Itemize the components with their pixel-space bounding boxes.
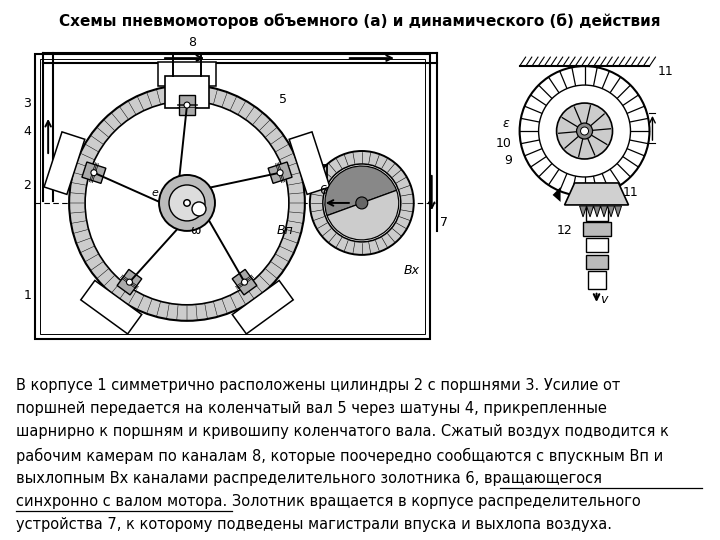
Polygon shape (614, 206, 621, 217)
Circle shape (184, 200, 189, 205)
Polygon shape (268, 162, 292, 184)
Text: 12: 12 (557, 225, 572, 238)
Bar (585, 238, 608, 252)
Circle shape (69, 85, 305, 321)
Circle shape (356, 197, 368, 209)
Polygon shape (117, 269, 142, 295)
Bar (588, 271, 606, 289)
Text: v: v (600, 293, 608, 306)
Text: 10: 10 (496, 137, 512, 150)
Polygon shape (179, 95, 195, 115)
Circle shape (91, 170, 97, 176)
Text: 3: 3 (23, 97, 31, 110)
Polygon shape (587, 206, 593, 217)
Polygon shape (580, 206, 587, 217)
Circle shape (198, 186, 205, 193)
Circle shape (85, 101, 289, 305)
Bar (40, 59, 425, 334)
Circle shape (277, 170, 283, 176)
Circle shape (201, 209, 208, 216)
Text: 2: 2 (23, 179, 31, 192)
Text: 11: 11 (657, 65, 673, 78)
Text: 11: 11 (623, 186, 638, 199)
Circle shape (557, 103, 613, 159)
Text: ω: ω (190, 225, 200, 238)
Circle shape (163, 202, 171, 209)
Circle shape (184, 102, 190, 108)
Circle shape (310, 151, 414, 255)
Text: синхронно с валом мотора. Золотник вращается в корпусе распределительного: синхронно с валом мотора. Золотник враща… (16, 494, 641, 509)
Circle shape (127, 279, 132, 285)
Text: 7: 7 (440, 217, 448, 230)
Polygon shape (232, 269, 257, 295)
Polygon shape (600, 206, 608, 217)
Text: 5: 5 (279, 92, 287, 105)
Wedge shape (327, 190, 399, 240)
Text: поршней передается на коленчатый вал 5 через шатуны 4, прикрепленные: поршней передается на коленчатый вал 5 ч… (16, 401, 607, 416)
Text: шарнирно к поршням и кривошипу коленчатого вала. Сжатый воздух подводится к: шарнирно к поршням и кривошипу коленчато… (16, 424, 669, 440)
Text: Вп: Вп (276, 225, 293, 238)
Text: выхлопным Вх каналами распределительного золотника 6, вращающегося: выхлопным Вх каналами распределительного… (16, 471, 602, 486)
Circle shape (183, 199, 191, 207)
Text: Схемы пневмомоторов объемного (а) и динамического (б) действия: Схемы пневмомоторов объемного (а) и дина… (59, 14, 661, 29)
Circle shape (175, 181, 182, 188)
Text: 6: 6 (319, 185, 327, 198)
Text: 8: 8 (188, 36, 196, 49)
Polygon shape (564, 183, 629, 205)
Text: 9: 9 (504, 154, 512, 167)
Bar (35, 54, 430, 339)
Text: рабочим камерам по каналам 8, которые поочередно сообщаются с впускным Вп и: рабочим камерам по каналам 8, которые по… (16, 448, 663, 464)
Circle shape (159, 175, 215, 231)
Polygon shape (552, 187, 561, 202)
Polygon shape (82, 162, 106, 184)
Circle shape (577, 123, 593, 139)
Circle shape (241, 279, 248, 285)
Polygon shape (233, 280, 293, 334)
Circle shape (323, 164, 401, 242)
Text: ε: ε (503, 117, 510, 130)
Polygon shape (158, 62, 216, 86)
Circle shape (180, 219, 186, 226)
Circle shape (539, 85, 631, 177)
Polygon shape (44, 132, 85, 194)
Text: Вх: Вх (404, 265, 420, 278)
Bar (585, 207, 608, 221)
Polygon shape (81, 280, 142, 334)
Text: e: e (152, 188, 158, 198)
Text: устройства 7, к которому подведены магистрали впуска и выхлопа воздуха.: устройства 7, к которому подведены магис… (16, 517, 612, 532)
Text: 1: 1 (23, 289, 31, 302)
Polygon shape (289, 132, 330, 194)
Text: В корпусе 1 симметрично расположены цилиндры 2 с поршнями 3. Усилие от: В корпусе 1 симметрично расположены цили… (16, 378, 620, 393)
Circle shape (580, 127, 588, 135)
Bar (585, 255, 608, 269)
Polygon shape (608, 206, 614, 217)
Polygon shape (593, 206, 600, 217)
Bar (582, 222, 611, 236)
Text: 4: 4 (23, 125, 31, 138)
Bar (165, 76, 209, 108)
Circle shape (520, 66, 649, 196)
Circle shape (192, 202, 206, 216)
Circle shape (169, 185, 205, 221)
Wedge shape (325, 166, 397, 215)
